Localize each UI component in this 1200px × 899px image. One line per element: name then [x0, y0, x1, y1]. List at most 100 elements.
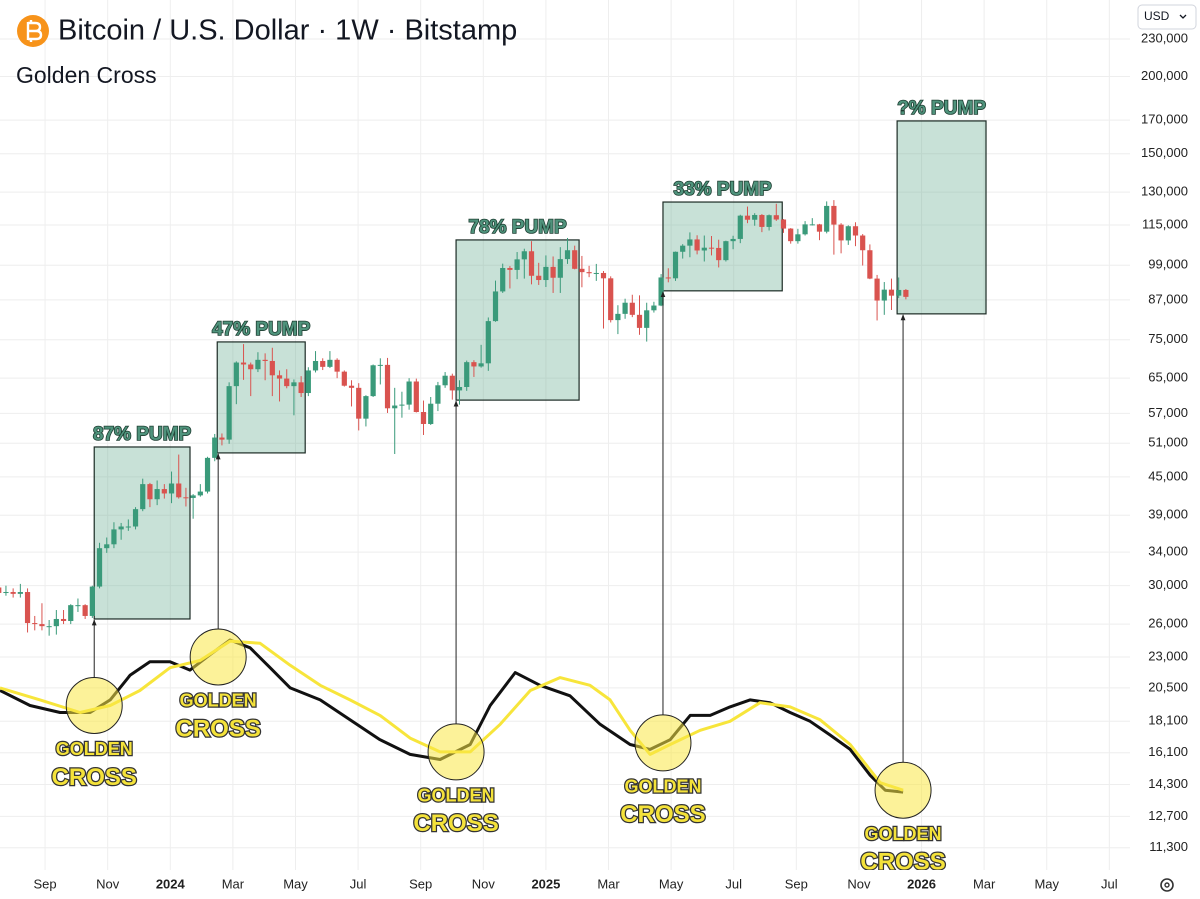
candle-body — [312, 360, 319, 371]
candle-body — [104, 544, 110, 549]
pump-box — [93, 446, 191, 620]
candle-body — [737, 215, 743, 239]
candle-body — [888, 289, 895, 296]
y-tick-label: 75,000 — [1148, 331, 1188, 346]
candle-body — [593, 272, 599, 274]
candle-body — [298, 382, 304, 394]
candle-body — [600, 272, 607, 279]
candle-body — [644, 310, 650, 328]
candle-body — [608, 278, 614, 321]
candle-body — [528, 251, 535, 276]
y-tick-label: 115,000 — [1142, 216, 1188, 231]
candle-body — [831, 205, 837, 225]
candle-body — [651, 305, 657, 311]
candle-body — [420, 412, 427, 424]
candle-body — [60, 618, 67, 622]
candle-body — [219, 437, 225, 440]
candle-body — [680, 245, 686, 252]
candle-body — [240, 362, 247, 365]
pump-label: 33% PUMP — [674, 179, 773, 200]
candle-body — [572, 250, 578, 269]
golden-cross-label: CROSS — [175, 715, 260, 742]
settings-button[interactable] — [1160, 878, 1174, 892]
candle-body — [701, 247, 707, 251]
golden-cross-circle — [189, 628, 247, 686]
candle-body — [795, 234, 801, 242]
candle-body — [212, 437, 218, 458]
candle-body — [845, 226, 851, 241]
y-tick-label: 57,000 — [1148, 405, 1188, 420]
x-tick-label: Sep — [409, 876, 432, 891]
candle-body — [118, 526, 124, 530]
pump-label: 47% PUMP — [212, 319, 311, 340]
candle-body — [766, 215, 772, 227]
candle-body — [291, 382, 297, 387]
candle-body — [96, 548, 103, 587]
candle-body — [780, 219, 787, 229]
candle-body — [536, 275, 542, 281]
golden-cross-circle — [874, 761, 932, 819]
candle-body — [190, 495, 196, 498]
x-tick-label: 2025 — [531, 876, 560, 891]
golden-cross-label: CROSS — [620, 801, 705, 828]
candle-body — [255, 359, 261, 370]
golden-cross-label: CROSS — [52, 764, 137, 791]
candle-body — [320, 360, 326, 367]
candle-body — [867, 250, 873, 279]
candle-body — [183, 497, 189, 499]
candle-body — [788, 228, 794, 242]
y-tick-label: 18,100 — [1148, 713, 1188, 728]
currency-select[interactable]: USD — [1137, 4, 1197, 30]
candle-body — [161, 489, 167, 494]
candle-body — [896, 289, 902, 296]
candle-body — [147, 484, 153, 500]
axes: 230,000 200,000 170,000 150,000 130,000 115,0… — [34, 30, 1188, 891]
candle-body — [665, 277, 671, 279]
y-tick-label: 45,000 — [1148, 468, 1188, 483]
golden-cross-label: GOLDEN — [624, 777, 701, 797]
golden-cross-circle — [65, 676, 123, 734]
candle-body — [377, 364, 383, 366]
x-tick-label: Nov — [847, 876, 871, 891]
candle-body — [860, 235, 866, 251]
candle-body — [363, 396, 369, 419]
candle-body — [10, 592, 16, 594]
candle-body — [456, 386, 463, 391]
candle-body — [348, 385, 355, 388]
candle-body — [564, 250, 571, 260]
pump-box — [216, 341, 306, 454]
currency-button[interactable] — [1137, 4, 1197, 30]
candle-body — [730, 238, 736, 242]
golden-cross-label: CROSS — [860, 849, 945, 876]
x-tick-label: Mar — [597, 876, 620, 891]
x-tick-label: Nov — [472, 876, 496, 891]
x-tick-label: 2024 — [156, 876, 186, 891]
candle-body — [629, 302, 635, 315]
candle-body — [226, 386, 232, 440]
y-tick-label: 51,000 — [1148, 435, 1188, 450]
candle-body — [903, 289, 909, 297]
x-tick-label: Jul — [350, 876, 367, 891]
y-tick-label: 39,000 — [1148, 507, 1188, 522]
y-tick-label: 65,000 — [1148, 370, 1188, 385]
candle-body — [399, 404, 405, 406]
chevron — [1179, 14, 1187, 19]
candle-body — [3, 592, 9, 594]
golden-cross-label: GOLDEN — [418, 786, 495, 806]
candle-body — [176, 483, 182, 498]
candle-body — [327, 359, 333, 367]
x-tick-label: Mar — [222, 876, 245, 891]
candle-body — [744, 215, 751, 220]
golden-cross-label: GOLDEN — [865, 824, 942, 844]
currency-label[interactable]: USD — [1144, 9, 1170, 23]
gear-icon[interactable] — [1160, 878, 1174, 892]
y-tick-label: 87,000 — [1148, 291, 1188, 306]
candle-body — [852, 226, 859, 236]
candle-body — [406, 381, 412, 405]
candle-body — [413, 381, 419, 413]
header: Bitcoin / U.S. Dollar · 1W · Bitstamp Go… — [16, 15, 517, 88]
candle-body — [284, 378, 290, 387]
y-tick-label: 12,700 — [1148, 808, 1188, 823]
candle-body — [816, 224, 823, 232]
